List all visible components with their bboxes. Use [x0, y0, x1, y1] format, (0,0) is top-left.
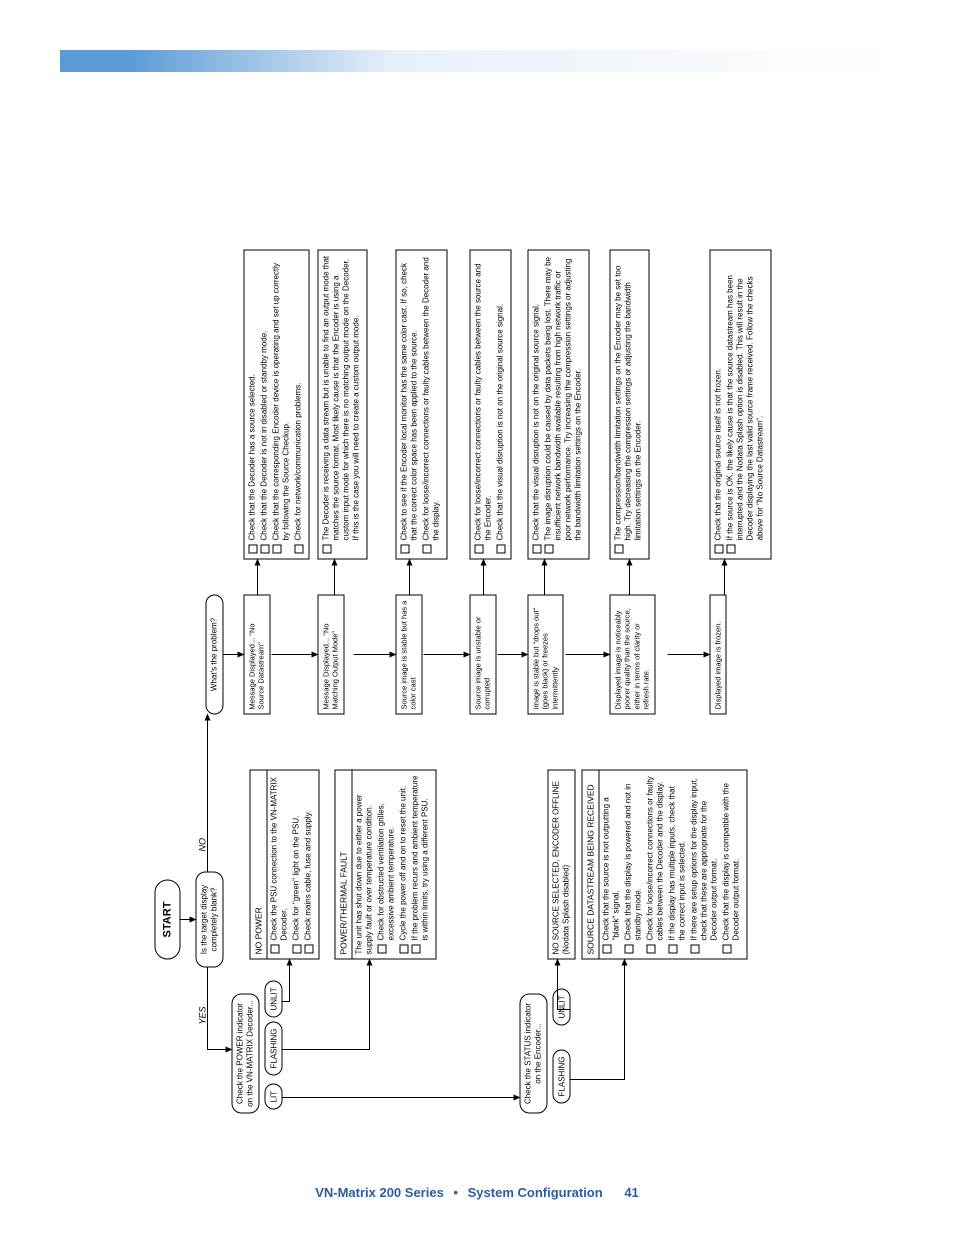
solution-item: The Decoder is receiving a data stream b…: [322, 255, 362, 541]
solution-item: Check that the original source itself is…: [714, 255, 724, 541]
solution-5: Check that the visual disruption is not …: [528, 250, 590, 560]
solution-6: The compression/bandwidth limitation set…: [610, 250, 650, 560]
power-flashing: FLASHING: [265, 1021, 283, 1075]
problem-poor-quality: Displayed image is noticeably poorer qua…: [610, 595, 656, 715]
question-blank-display: Is the target display completely blank?: [196, 872, 224, 968]
thermal-fault-box: POWER/THERMAL FAULT The unit has shut do…: [335, 770, 437, 960]
solution-item: Check for loose/incorrect connections or…: [422, 255, 442, 541]
footer-section: System Configuration: [468, 1185, 603, 1200]
check-status-indicator: Check the STATUS indicator on the Encode…: [520, 994, 548, 1114]
solution-item: Check for network/communication problems…: [294, 255, 304, 541]
footer-page-number: 41: [606, 1185, 638, 1200]
no-power-box: NO POWER Check the PSU connection to the…: [250, 770, 320, 960]
srcds-item: If the display has multiple inputs, chec…: [667, 775, 687, 941]
whats-the-problem: What's the problem?: [206, 595, 224, 715]
problem-frozen: Displayed image is frozen.: [710, 595, 727, 715]
page-footer: VN-Matrix 200 Series • System Configurat…: [0, 1185, 954, 1200]
yes-label: YES: [198, 1006, 208, 1024]
nopower-item: Check the PSU connection to the VN-MATRI…: [269, 775, 289, 941]
header-stripe: [60, 50, 894, 72]
no-source-selected-box: NO SOURCE SELECTED, ENCODER OFFLINE (Nod…: [548, 770, 576, 960]
check-power-indicator: Check the POWER indicator on the VN-MATR…: [232, 994, 260, 1114]
no-label: NO: [198, 838, 208, 852]
solution-1: Check that the Decoder has a source sele…: [244, 250, 310, 560]
solution-3: Check to see if the Encoder local monito…: [396, 250, 448, 560]
problem-color-cast: Source image is stable but has a color c…: [396, 595, 423, 715]
solution-item: The compression/bandwidth limitation set…: [614, 255, 644, 541]
problem-unstable: Source image is unstable or corrupted: [470, 595, 497, 715]
srcds-item: Check for loose/incorrect connections or…: [645, 775, 665, 941]
solution-7: Check that the original source itself is…: [710, 250, 772, 560]
solution-item: The image disruption could be caused by …: [544, 255, 584, 541]
thermal-header: POWER/THERMAL FAULT: [339, 775, 350, 955]
status-unlit: UNLIT: [553, 988, 571, 1025]
no-source-selected-header: NO SOURCE SELECTED, ENCODER OFFLINE (Nod…: [552, 775, 572, 955]
nopower-item: Check for "green" light on the PSU.: [291, 775, 301, 941]
flowchart: START Is the target display completely b…: [150, 95, 790, 1120]
srcds-item: If there are setup options for the displ…: [689, 775, 719, 941]
solution-item: Check to see if the Encoder local monito…: [400, 255, 420, 541]
srcds-item: Check that the source is not outputting …: [601, 775, 621, 941]
solution-2: The Decoder is receiving a data stream b…: [318, 250, 368, 560]
thermal-item: If the problem recurs and ambient temper…: [410, 775, 430, 941]
thermal-intro: The unit has shut down due to either a p…: [354, 775, 374, 955]
solution-item: Check that the corresponding Encoder dev…: [272, 255, 292, 541]
solution-item: If the source is OK, the likely cause is…: [726, 255, 766, 541]
thermal-item: Cycle the power off and on to reset the …: [398, 775, 408, 941]
no-power-header: NO POWER: [254, 775, 265, 955]
problem-no-source-datastream: Message Displayed... "No Source Datastre…: [244, 595, 271, 715]
solution-item: Check for loose/incorrect connections or…: [474, 255, 494, 541]
problem-dropout: Image is stable but "drops out" (goes bl…: [528, 595, 564, 715]
nopower-item: Check mains cable, fuse and supply.: [303, 775, 313, 941]
solution-item: Check that the visual disruption is not …: [496, 255, 506, 541]
footer-product: VN-Matrix 200 Series: [315, 1185, 444, 1200]
srcds-item: Check that the display is compatible wit…: [721, 775, 741, 941]
footer-bullet: •: [447, 1185, 464, 1200]
source-datastream-box: SOURCE DATASTREAM BEING RECEIVED Check t…: [582, 770, 748, 960]
status-flashing: FLASHING: [553, 1049, 571, 1103]
solution-item: Check that the Decoder is not in disable…: [260, 255, 270, 541]
problem-no-matching-output: Message Displayed... "No Matching Output…: [318, 595, 345, 715]
flowchart-rotated: START Is the target display completely b…: [0, 288, 954, 928]
start-node: START: [155, 880, 181, 960]
source-datastream-header: SOURCE DATASTREAM BEING RECEIVED: [586, 775, 597, 955]
power-lit: LIT: [265, 1084, 283, 1110]
thermal-item: Check for obstructed ventilation grilles…: [376, 775, 396, 941]
solution-4: Check for loose/incorrect connections or…: [470, 250, 512, 560]
solution-item: Check that the Decoder has a source sele…: [248, 255, 258, 541]
solution-item: Check that the visual disruption is not …: [532, 255, 542, 541]
srcds-item: Check that the display is powered and no…: [623, 775, 643, 941]
power-unlit: UNLIT: [265, 980, 283, 1017]
